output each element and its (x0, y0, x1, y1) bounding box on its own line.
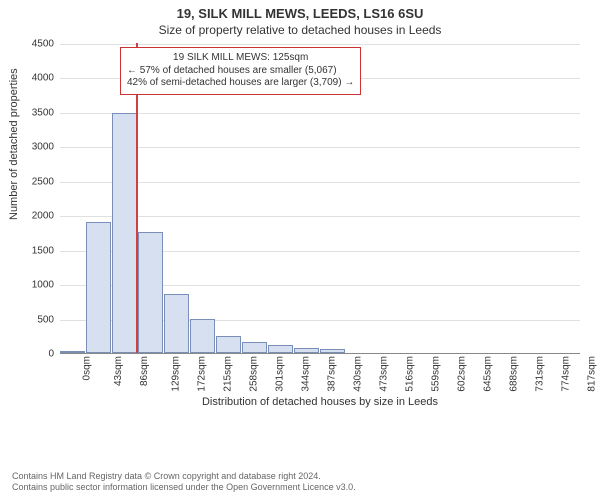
annotation-line: ← 57% of detached houses are smaller (5,… (127, 65, 354, 78)
x-tick-label: 774sqm (561, 356, 572, 392)
gridline (60, 147, 580, 148)
gridline (60, 216, 580, 217)
histogram-bar (216, 336, 241, 353)
x-tick-label: 86sqm (139, 356, 150, 386)
histogram-bar (242, 342, 267, 353)
chart-title-sub: Size of property relative to detached ho… (0, 21, 600, 41)
y-tick-label: 4500 (32, 39, 54, 50)
footer-attribution: Contains HM Land Registry data © Crown c… (12, 471, 356, 494)
x-tick-label: 602sqm (457, 356, 468, 392)
x-tick-label: 258sqm (249, 356, 260, 392)
y-tick-label: 2000 (32, 211, 54, 222)
histogram-bar (320, 349, 345, 353)
histogram-bar (164, 294, 189, 353)
histogram-bar (112, 113, 137, 353)
x-tick-label: 430sqm (353, 356, 364, 392)
x-tick-label: 516sqm (405, 356, 416, 392)
x-tick-label: 172sqm (197, 356, 208, 392)
annotation-line: 42% of semi-detached houses are larger (… (127, 77, 354, 90)
gridline (60, 182, 580, 183)
x-tick-label: 301sqm (275, 356, 286, 392)
chart-title-main: 19, SILK MILL MEWS, LEEDS, LS16 6SU (0, 0, 600, 21)
x-tick-label: 731sqm (535, 356, 546, 392)
annotation-box: 19 SILK MILL MEWS: 125sqm← 57% of detach… (120, 47, 361, 95)
gridline (60, 44, 580, 45)
x-tick-label: 43sqm (113, 356, 124, 386)
x-tick-label: 559sqm (431, 356, 442, 392)
annotation-line: 19 SILK MILL MEWS: 125sqm (127, 52, 354, 65)
x-tick-label: 387sqm (327, 356, 338, 392)
y-tick-label: 3000 (32, 142, 54, 153)
gridline (60, 113, 580, 114)
y-tick-label: 3500 (32, 107, 54, 118)
x-tick-label: 0sqm (81, 356, 92, 380)
y-tick-label: 4000 (32, 73, 54, 84)
x-tick-label: 473sqm (379, 356, 390, 392)
x-tick-label: 129sqm (171, 356, 182, 392)
chart-area: 05001000150020002500300035004000450019 S… (60, 44, 580, 404)
x-tick-label: 688sqm (509, 356, 520, 392)
plot-area: 05001000150020002500300035004000450019 S… (60, 44, 580, 354)
y-tick-label: 1500 (32, 245, 54, 256)
histogram-bar (190, 319, 215, 353)
x-tick-label: 645sqm (483, 356, 494, 392)
histogram-bar (268, 345, 293, 353)
footer-line-2: Contains public sector information licen… (12, 482, 356, 494)
histogram-bar (86, 222, 111, 353)
y-tick-label: 0 (48, 349, 54, 360)
x-tick-label: 215sqm (223, 356, 234, 392)
histogram-bar (294, 348, 319, 353)
x-axis-label: Distribution of detached houses by size … (60, 396, 580, 408)
footer-line-1: Contains HM Land Registry data © Crown c… (12, 471, 356, 483)
histogram-bar (60, 351, 85, 353)
x-tick-label: 817sqm (587, 356, 598, 392)
y-tick-label: 2500 (32, 176, 54, 187)
y-tick-label: 500 (37, 314, 54, 325)
x-tick-label: 344sqm (301, 356, 312, 392)
y-axis-label: Number of detached properties (8, 68, 20, 220)
histogram-bar (138, 232, 163, 353)
y-tick-label: 1000 (32, 280, 54, 291)
